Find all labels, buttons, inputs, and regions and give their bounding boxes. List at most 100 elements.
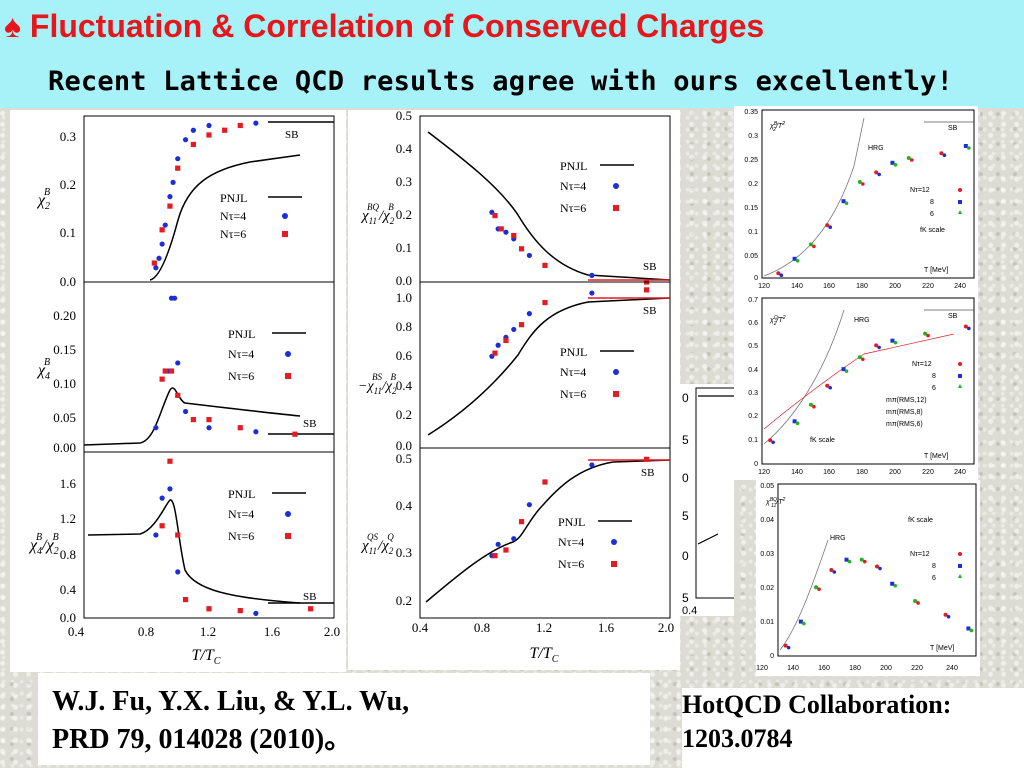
lattice-data-point xyxy=(877,345,881,350)
chart-chi11bs: 1.0 0.8 0.6 0.4 0.2 0.0 −χ11BS/χ2B SB PN… xyxy=(358,281,671,453)
svg-text:mπ(RMS,6): mπ(RMS,6) xyxy=(886,421,923,428)
lattice-data-point xyxy=(967,146,971,150)
lattice-data-point xyxy=(909,158,914,162)
lattice-data-point xyxy=(890,581,895,586)
ytick: 0.4 xyxy=(396,498,413,513)
data-point-nt6 xyxy=(503,337,509,344)
data-point-nt4 xyxy=(159,241,165,247)
legend-nt4: Nτ=4 xyxy=(558,535,584,549)
svg-text:160: 160 xyxy=(818,665,830,672)
legend-pnjl: PNJL xyxy=(220,191,247,205)
ytick: 0.10 xyxy=(53,376,76,391)
sb-label: SB xyxy=(643,305,656,317)
data-point-nt6 xyxy=(167,458,173,464)
pnjl-curve xyxy=(87,499,301,604)
svg-text:χQ2/T2: χQ 2/T2 xyxy=(769,315,786,327)
lattice-data-point xyxy=(862,559,867,564)
svg-text:0.15: 0.15 xyxy=(744,205,758,212)
svg-text:8: 8 xyxy=(930,199,934,206)
lattice-data-point xyxy=(861,182,865,186)
svg-text:0.04: 0.04 xyxy=(760,517,774,524)
lattice-data-point xyxy=(963,324,968,329)
chart-chi11qs: 0.5 0.4 0.3 0.2 χ11QS/χ2Q SB PNJL Nτ=4 N… xyxy=(360,447,674,665)
left-citation-line2: PRD 79, 014028 (2010)。 xyxy=(52,724,353,755)
legend-nt4: Nτ=4 xyxy=(228,507,254,521)
svg-text:200: 200 xyxy=(889,469,901,476)
ytick: 0.0 xyxy=(60,274,76,289)
data-point-nt6 xyxy=(498,226,504,232)
svg-text:SB: SB xyxy=(948,313,958,320)
lattice-data-point xyxy=(783,643,788,648)
data-point-nt6 xyxy=(206,606,212,612)
data-point-nt4 xyxy=(511,536,517,542)
xtick: 1.2 xyxy=(536,620,552,635)
chart-chi11bq: 0.5 0.4 0.3 0.2 0.1 0.0 χ11BQ/χ2B SB PNJ… xyxy=(360,110,671,288)
y-axis-label: χ4B xyxy=(36,357,50,382)
data-point-nt4 xyxy=(589,462,595,468)
header-banner: ♠ Fluctuation & Correlation of Conserved… xyxy=(0,0,1024,108)
chart-chi2b: 0.3 0.2 0.1 0.0 χ2B SB PNJL Nτ=4 Nτ=6 xyxy=(36,115,335,289)
lattice-data-point xyxy=(916,601,920,605)
left-citation-line1: W.J. Fu, Y.X. Liu, & Y.L. Wu, xyxy=(52,686,410,717)
ytick: 0.2 xyxy=(60,177,76,192)
sb-label: SB xyxy=(303,591,316,603)
data-point-nt4 xyxy=(589,290,595,296)
middle-figure: 0.5 0.4 0.3 0.2 0.1 0.0 χ11BQ/χ2B SB PNJ… xyxy=(348,110,680,670)
svg-text:200: 200 xyxy=(889,283,901,290)
lattice-data-point xyxy=(841,199,846,204)
lattice-data-point xyxy=(768,438,773,443)
data-point-nt6 xyxy=(237,122,243,129)
lattice-data-point xyxy=(825,383,830,388)
data-point-nt4 xyxy=(153,265,159,271)
lattice-data-point xyxy=(828,385,833,390)
svg-text:0.3: 0.3 xyxy=(748,390,758,397)
pnjl-curve xyxy=(83,387,301,446)
data-point-nt6 xyxy=(159,227,165,233)
svg-text:0: 0 xyxy=(682,471,689,485)
lattice-data-point xyxy=(875,564,879,569)
pnjl-curve xyxy=(427,131,671,281)
lattice-data-point xyxy=(857,180,862,184)
left-citation: W.J. Fu, Y.X. Liu, & Y.L. Wu, PRD 79, 01… xyxy=(38,673,650,765)
data-point-nt6 xyxy=(503,547,509,553)
chart-chi4b-chi2b: 1.6 1.2 0.8 0.4 0.0 χ4B/χ2B SB PNJL Nτ=4… xyxy=(28,451,340,667)
svg-text:fK scale: fK scale xyxy=(810,437,835,444)
legend-nt4: Nτ=4 xyxy=(560,179,586,193)
legend-pnjl: PNJL xyxy=(560,159,587,173)
legend-pnjl: PNJL xyxy=(228,327,255,341)
pnjl-curve xyxy=(149,154,301,281)
lattice-data-point xyxy=(967,326,971,331)
lattice-data-point xyxy=(825,223,830,228)
pnjl-curve xyxy=(425,459,671,603)
ytick: 0.3 xyxy=(396,174,412,189)
svg-text:fK scale: fK scale xyxy=(920,227,945,234)
data-point-nt6 xyxy=(175,532,181,538)
lattice-data-point xyxy=(893,340,898,345)
svg-text:0.35: 0.35 xyxy=(744,109,758,116)
lattice-data-point xyxy=(844,369,849,373)
ytick: 0.05 xyxy=(53,410,76,425)
ytick: 0.3 xyxy=(60,129,76,144)
xtick: 1.6 xyxy=(598,620,615,635)
svg-text:T [MeV]: T [MeV] xyxy=(930,645,954,652)
data-point-nt6 xyxy=(168,368,175,374)
lattice-data-point xyxy=(814,585,819,590)
svg-text:fK scale: fK scale xyxy=(908,517,933,524)
ytick: 0.20 xyxy=(53,308,76,323)
ytick: 1.6 xyxy=(60,476,77,491)
ytick: 0.0 xyxy=(396,438,412,453)
data-point-nt6 xyxy=(190,141,196,148)
data-point-nt4 xyxy=(175,156,181,162)
data-point-nt4 xyxy=(162,222,168,228)
data-point-nt4 xyxy=(159,495,165,501)
data-point-nt6 xyxy=(222,127,228,133)
svg-text:120: 120 xyxy=(758,469,770,476)
ytick: 0.15 xyxy=(53,342,76,357)
legend-nt6: Nτ=6 xyxy=(228,369,254,383)
data-point-nt4 xyxy=(153,425,159,431)
x-axis-label: T/TC xyxy=(192,647,221,667)
data-point-nt6 xyxy=(492,213,498,219)
ytick: 0.4 xyxy=(60,582,77,597)
pnjl-curve xyxy=(427,297,671,436)
svg-text:0: 0 xyxy=(754,461,758,468)
